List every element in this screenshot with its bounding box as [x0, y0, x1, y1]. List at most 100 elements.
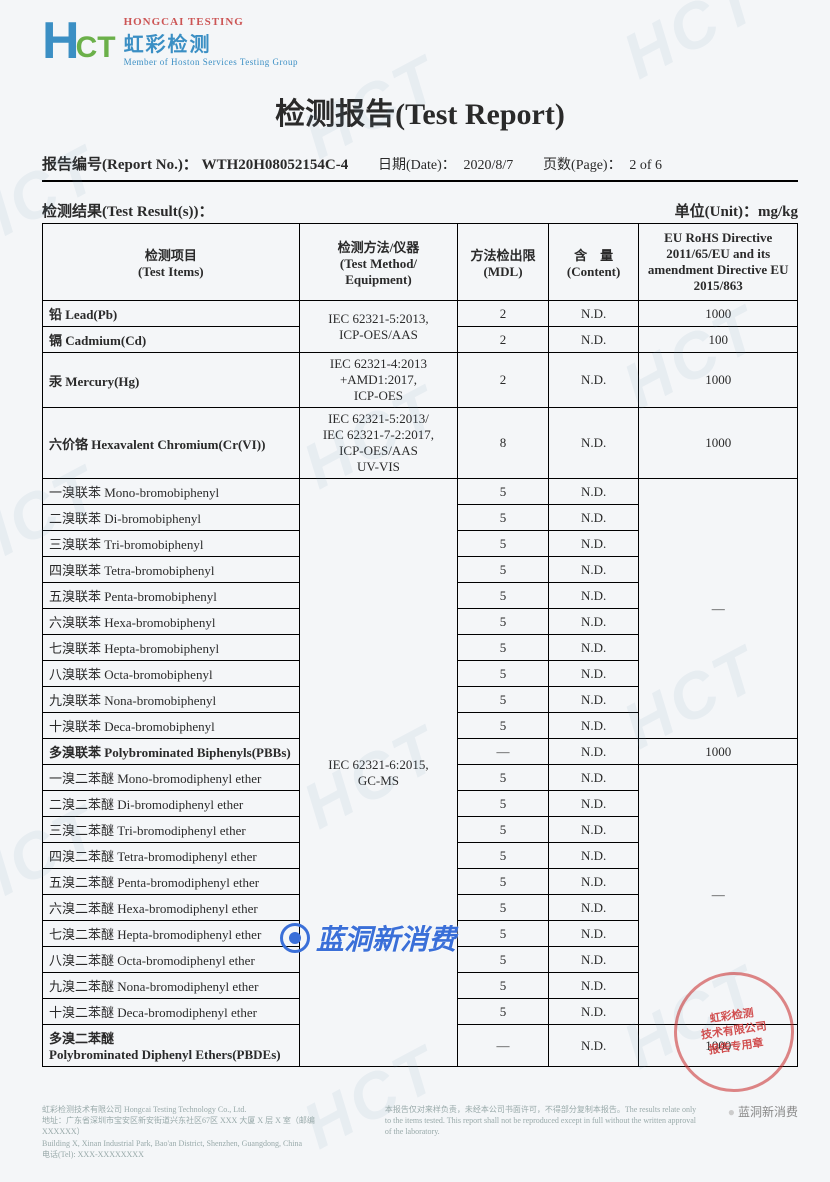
table-cell: 5 — [458, 531, 549, 557]
table-cell: 九溴联苯 Nona-bromobiphenyl — [43, 687, 300, 713]
table-cell: 六价铬 Hexavalent Chromium(Cr(VI)) — [43, 408, 300, 479]
table-cell: 三溴联苯 Tri-bromobiphenyl — [43, 531, 300, 557]
table-cell: N.D. — [548, 661, 639, 687]
table-cell: 七溴二苯醚 Hepta-bromodiphenyl ether — [43, 921, 300, 947]
table-cell: 五溴二苯醚 Penta-bromodiphenyl ether — [43, 869, 300, 895]
table-cell: 1000 — [639, 408, 798, 479]
table-cell: 5 — [458, 869, 549, 895]
table-cell: 铅 Lead(Pb) — [43, 301, 300, 327]
table-cell: N.D. — [548, 739, 639, 765]
table-cell: N.D. — [548, 817, 639, 843]
table-cell: 5 — [458, 973, 549, 999]
table-cell: 5 — [458, 635, 549, 661]
table-cell: 5 — [458, 947, 549, 973]
table-cell: 1000 — [639, 353, 798, 408]
table-cell: 七溴联苯 Hepta-bromobiphenyl — [43, 635, 300, 661]
report-no-value: WTH20H08052154C-4 — [202, 157, 349, 173]
table-cell: 5 — [458, 661, 549, 687]
report-no-label: 报告编号(Report No.)： — [42, 157, 198, 173]
table-cell: N.D. — [548, 973, 639, 999]
unit-label: 单位(Unit)： — [675, 204, 758, 220]
logo-block: H CT HONGCAI TESTING 虹彩检测 Member of Host… — [42, 16, 798, 67]
logo-tagline: Member of Hoston Services Testing Group — [124, 57, 298, 67]
table-cell: 5 — [458, 713, 549, 739]
table-cell: 四溴联苯 Tetra-bromobiphenyl — [43, 557, 300, 583]
table-cell: IEC 62321-5:2013, ICP-OES/AAS — [299, 301, 458, 353]
table-cell: N.D. — [548, 353, 639, 408]
table-cell: 五溴联苯 Penta-bromobiphenyl — [43, 583, 300, 609]
table-cell: 二溴二苯醚 Di-bromodiphenyl ether — [43, 791, 300, 817]
table-cell: N.D. — [548, 947, 639, 973]
seal-text: 虹彩检测 技术有限公司 报告专用章 — [696, 1004, 772, 1059]
table-cell: 5 — [458, 687, 549, 713]
table-row: 汞 Mercury(Hg)IEC 62321-4:2013 +AMD1:2017… — [43, 353, 798, 408]
table-cell: N.D. — [548, 999, 639, 1025]
table-cell: 8 — [458, 408, 549, 479]
table-cell: — — [639, 479, 798, 739]
logo-cn: 虹彩检测 — [124, 28, 298, 57]
table-cell: 十溴联苯 Deca-bromobiphenyl — [43, 713, 300, 739]
table-cell: N.D. — [548, 635, 639, 661]
logo-ct: CT — [76, 36, 116, 60]
logo-text: HONGCAI TESTING 虹彩检测 Member of Hoston Se… — [124, 16, 298, 67]
table-cell: 1000 — [639, 301, 798, 327]
meta-row: 报告编号(Report No.)： WTH20H08052154C-4 日期(D… — [42, 153, 798, 174]
table-cell: N.D. — [548, 687, 639, 713]
divider — [42, 180, 798, 182]
table-header-row: 检测项目 (Test Items) 检测方法/仪器 (Test Method/ … — [43, 224, 798, 301]
page-title: 检测报告(Test Report) — [42, 89, 798, 133]
logo-en1: HONGCAI — [124, 16, 185, 28]
table-cell: 5 — [458, 791, 549, 817]
table-cell: 多溴二苯醚 Polybrominated Diphenyl Ethers(PBD… — [43, 1025, 300, 1067]
table-cell: 5 — [458, 609, 549, 635]
table-cell: 5 — [458, 505, 549, 531]
result-heading: 检测结果(Test Result(s))： — [42, 200, 214, 221]
table-cell: 多溴联苯 Polybrominated Biphenyls(PBBs) — [43, 739, 300, 765]
result-heading-row: 检测结果(Test Result(s))： 单位(Unit)：mg/kg — [42, 200, 798, 221]
table-cell: 5 — [458, 765, 549, 791]
col-item: 检测项目 (Test Items) — [43, 224, 300, 301]
table-cell: 汞 Mercury(Hg) — [43, 353, 300, 408]
page-value: 2 of 6 — [629, 158, 662, 173]
table-cell: N.D. — [548, 895, 639, 921]
overlay-circle-icon — [280, 923, 310, 953]
table-cell: 2 — [458, 353, 549, 408]
table-cell: 镉 Cadmium(Cd) — [43, 327, 300, 353]
table-cell: N.D. — [548, 869, 639, 895]
table-cell: 100 — [639, 327, 798, 353]
table-cell: N.D. — [548, 791, 639, 817]
table-row: 一溴联苯 Mono-bromobiphenylIEC 62321-6:2015,… — [43, 479, 798, 505]
table-cell: N.D. — [548, 408, 639, 479]
table-cell: — — [458, 1025, 549, 1067]
table-row: 六价铬 Hexavalent Chromium(Cr(VI))IEC 62321… — [43, 408, 798, 479]
col-directive: EU RoHS Directive 2011/65/EU and its ame… — [639, 224, 798, 301]
table-cell: 六溴联苯 Hexa-bromobiphenyl — [43, 609, 300, 635]
table-cell: — — [458, 739, 549, 765]
col-content: 含 量 (Content) — [548, 224, 639, 301]
col-method: 检测方法/仪器 (Test Method/ Equipment) — [299, 224, 458, 301]
table-cell: 5 — [458, 843, 549, 869]
table-cell: 一溴二苯醚 Mono-bromodiphenyl ether — [43, 765, 300, 791]
table-cell: 5 — [458, 817, 549, 843]
table-cell: 5 — [458, 479, 549, 505]
table-cell: N.D. — [548, 557, 639, 583]
footer-mid: 本报告仅对来样负责，未经本公司书面许可，不得部分复制本报告。The result… — [385, 1104, 698, 1160]
table-cell: 1000 — [639, 739, 798, 765]
date-value: 2020/8/7 — [464, 158, 514, 173]
table-cell: 六溴二苯醚 Hexa-bromodiphenyl ether — [43, 895, 300, 921]
table-cell: 5 — [458, 557, 549, 583]
table-cell: 八溴二苯醚 Octa-bromodiphenyl ether — [43, 947, 300, 973]
logo-en2: TESTING — [188, 16, 244, 28]
table-cell: 九溴二苯醚 Nona-bromodiphenyl ether — [43, 973, 300, 999]
table-cell: N.D. — [548, 843, 639, 869]
table-cell: 5 — [458, 895, 549, 921]
footer: 虹彩检测技术有限公司 Hongcai Testing Technology Co… — [42, 1104, 798, 1160]
table-cell: IEC 62321-5:2013/ IEC 62321-7-2:2017, IC… — [299, 408, 458, 479]
table-cell: 2 — [458, 327, 549, 353]
overlay-watermark: 蓝洞新消费 — [280, 918, 456, 958]
table-cell: 十溴二苯醚 Deca-bromodiphenyl ether — [43, 999, 300, 1025]
table-cell: 四溴二苯醚 Tetra-bromodiphenyl ether — [43, 843, 300, 869]
table-cell: N.D. — [548, 1025, 639, 1067]
table-cell: N.D. — [548, 583, 639, 609]
table-cell: 5 — [458, 999, 549, 1025]
